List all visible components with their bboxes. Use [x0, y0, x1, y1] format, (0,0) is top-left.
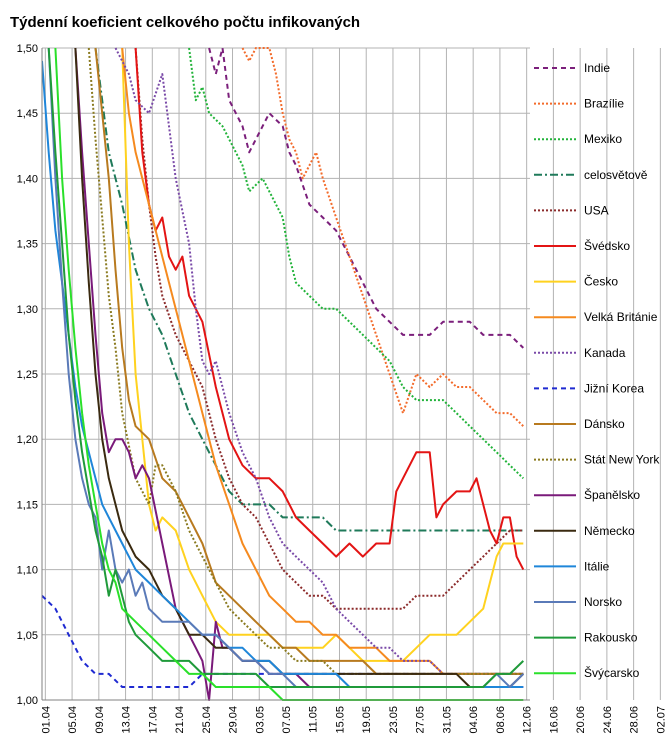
y-tick-label: 1,05 [17, 630, 38, 642]
x-tick-label: 15.05 [334, 706, 346, 734]
legend-label: celosvětově [584, 168, 648, 182]
legend-label: Mexiko [584, 132, 622, 146]
x-tick-label: 07.05 [281, 706, 293, 734]
x-tick-label: 05.04 [67, 706, 79, 734]
series-line-cesko [121, 47, 524, 662]
y-tick-label: 1,35 [17, 239, 38, 251]
y-tick-label: 1,30 [17, 304, 38, 316]
x-tick-label: 17.04 [147, 706, 159, 734]
x-tick-label: 20.06 [575, 706, 587, 734]
x-tick-label: 23.05 [388, 706, 400, 734]
x-tick-label: 24.06 [602, 706, 614, 734]
x-tick-label: 19.05 [361, 706, 373, 734]
series-line-rakousko [47, 47, 524, 688]
legend-label: Německo [584, 524, 635, 538]
x-tick-label: 03.05 [254, 706, 266, 734]
legend-label: Norsko [584, 595, 622, 609]
legend-label: Indie [584, 61, 610, 75]
legend-label: Jižní Korea [584, 381, 644, 395]
y-tick-label: 1,20 [17, 434, 38, 446]
legend-label: Stát New York [584, 453, 660, 467]
x-tick-label: 16.06 [548, 706, 560, 734]
x-tick-label: 25.04 [201, 706, 213, 734]
x-tick-label: 09.04 [94, 706, 106, 734]
series-line-brazilie [241, 47, 524, 427]
x-tick-label: 12.06 [522, 706, 534, 734]
legend-label: Španělsko [584, 487, 640, 502]
legend-label: USA [584, 203, 609, 217]
series-line-indie [208, 47, 524, 349]
series-line-usa [134, 47, 524, 610]
legend-label: Švédsko [584, 238, 630, 253]
series-group [42, 47, 525, 701]
chart-title: Týdenní koeficient celkového počtu infik… [10, 14, 361, 31]
legend-label: Velká Británie [584, 310, 658, 324]
y-tick-label: 1,00 [17, 695, 38, 707]
legend-label: Švýcarsko [584, 665, 640, 680]
legend-label: Itálie [584, 559, 610, 573]
x-tick-label: 29.04 [228, 706, 240, 734]
legend-label: Dánsko [584, 417, 625, 431]
series-line-celosvetove [94, 47, 524, 532]
x-tick-label: 04.06 [468, 706, 480, 734]
series-line-mexiko [188, 47, 524, 480]
x-tick-label: 21.04 [174, 706, 186, 734]
x-tick-label: 31.05 [441, 706, 453, 734]
x-tick-label: 08.06 [495, 706, 507, 734]
x-tick-label: 02.07 [655, 706, 667, 734]
x-tick-label: 13.04 [121, 706, 133, 734]
legend-label: Česko [584, 274, 618, 289]
y-tick-label: 1,45 [17, 108, 38, 120]
legend-label: Kanada [584, 346, 626, 360]
y-tick-label: 1,50 [17, 43, 38, 55]
y-tick-label: 1,40 [17, 173, 38, 185]
y-tick-label: 1,10 [17, 565, 38, 577]
y-tick-label: 1,15 [17, 499, 38, 511]
series-line-svedsko [134, 47, 525, 571]
x-tick-label: 11.05 [308, 706, 320, 733]
x-tick-label: 01.04 [40, 706, 52, 734]
y-tick-label: 1,25 [17, 369, 38, 381]
x-tick-label: 27.05 [415, 706, 427, 734]
legend-label: Rakousko [584, 631, 638, 645]
x-tick-label: 28.06 [629, 706, 641, 734]
legend-label: Brazílie [584, 97, 624, 111]
